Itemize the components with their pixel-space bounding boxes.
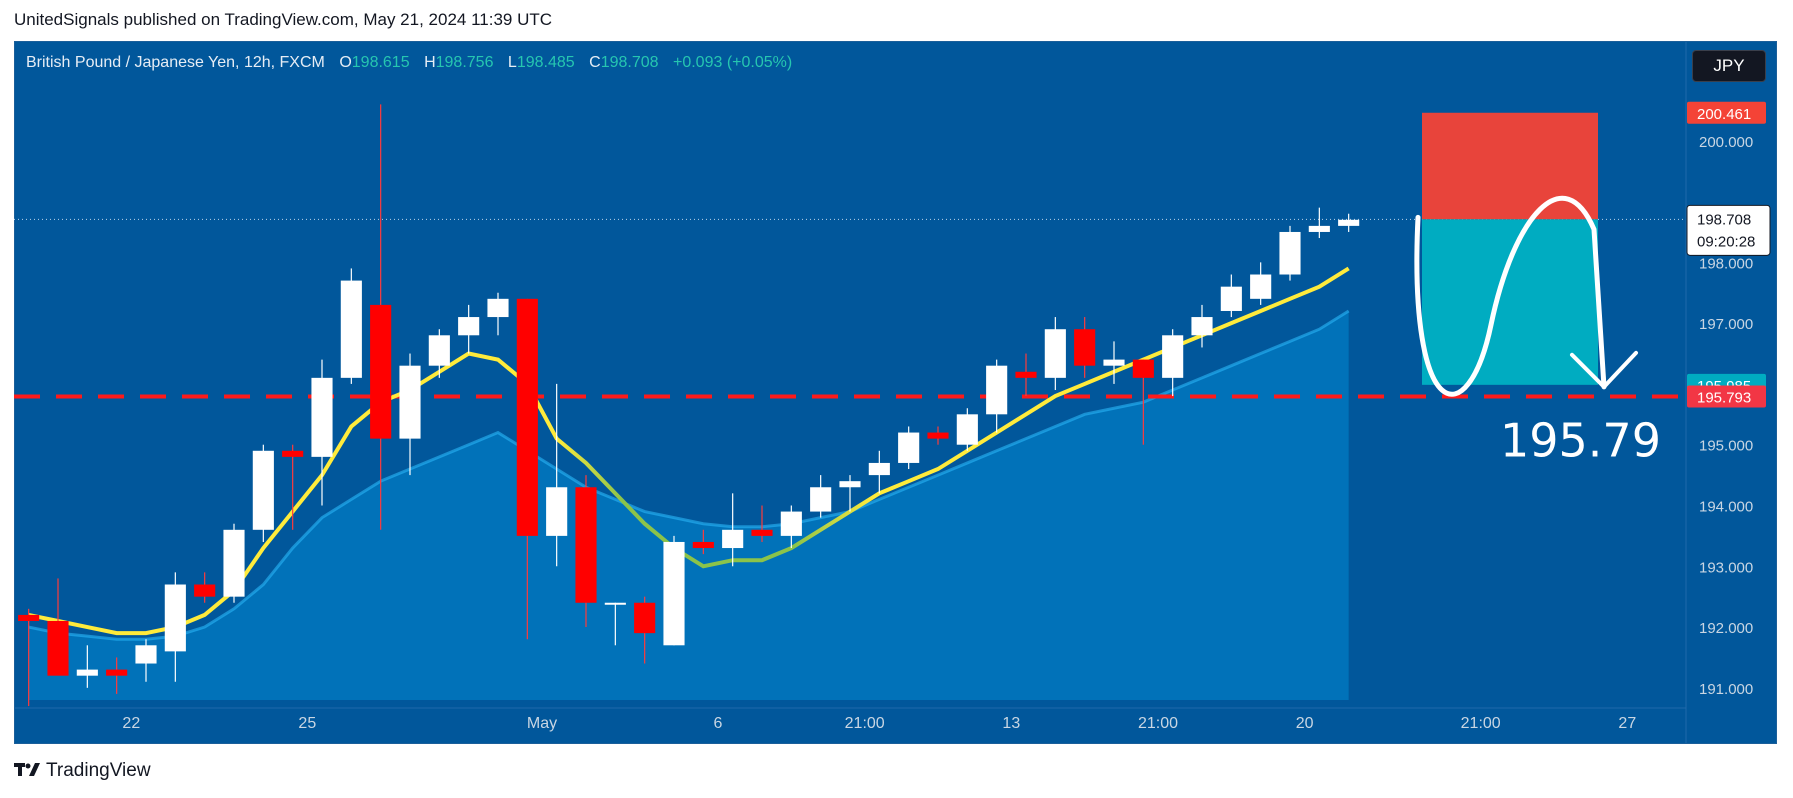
bar-countdown-label: 09:20:28 [1697,233,1755,250]
footer-brand[interactable]: TradingView [14,760,151,782]
currency-button[interactable]: JPY [1692,50,1766,82]
y-tick-label: 194.000 [1699,498,1753,515]
ema-slow-line [28,309,1350,641]
candle-down [751,529,773,536]
tradingview-logo-icon [14,761,40,782]
candle-down [634,602,656,634]
candle-down [194,584,216,597]
close-value: 198.708 [600,54,659,71]
close-label: C [589,54,601,71]
ema-slow-area [28,310,1349,700]
candle-up [956,414,978,445]
candle-up [546,487,568,536]
candle-up [1191,317,1213,336]
candle-up [1338,219,1360,226]
symbol-name[interactable]: British Pound / Japanese Yen, 12h, FXCM [26,54,325,71]
candle-down [516,298,538,536]
x-tick-label: 20 [1296,715,1314,732]
candle-down [1015,371,1037,378]
candle-up [722,529,744,549]
candle-down [575,487,597,603]
candle-up [164,584,186,652]
low-value: 198.485 [516,54,575,71]
candle-down [692,541,714,549]
candle-up [399,365,421,439]
candle-down [47,620,69,676]
y-tick-label: 197.000 [1699,316,1753,333]
candle-up [868,462,890,476]
candle-up [135,645,157,664]
candle-down [282,450,304,457]
forecast-arrow-icon [1570,350,1638,389]
price-axis-badge [1687,385,1766,408]
change-value: +0.093 (+0.05%) [672,54,793,71]
x-tick-label: 21:00 [845,715,885,732]
candle-up [76,669,98,676]
y-tick-label: 200.000 [1699,134,1753,151]
last-price-label: 198.708 [1697,211,1751,228]
ema-fast-line [28,266,1350,636]
candle-up [1250,274,1272,299]
candle-up [986,365,1008,415]
publisher-line: UnitedSignals published on TradingView.c… [14,10,553,29]
candle-down [1132,359,1154,378]
candle-up [428,335,450,366]
take-profit-zone [1422,219,1598,385]
candle-up [340,280,362,378]
high-value: 198.756 [435,54,494,71]
candle-down [18,614,40,621]
candle-up [663,541,685,646]
candle-up [604,602,626,605]
x-tick-label: 6 [714,715,723,732]
stop-loss-zone [1422,112,1598,220]
last-price-badge [1686,204,1771,256]
x-tick-label: 13 [1002,715,1020,732]
candle-up [487,298,509,318]
x-tick-label: 21:00 [1461,715,1501,732]
candle-down [927,432,949,439]
candle-down [1074,329,1096,366]
candle-down [370,304,392,439]
candle-up [898,432,920,463]
x-tick-label: 21:00 [1138,715,1178,732]
x-tick-label: 25 [298,715,316,732]
target-annotation: 195.79 [1500,414,1661,468]
brand-name: TradingView [46,760,151,781]
candle-up [1103,359,1125,366]
x-tick-label: 27 [1618,715,1636,732]
candle-up [1308,225,1330,232]
forecast-curve [1414,195,1607,397]
x-tick-label: May [527,715,557,732]
candle-up [223,529,245,597]
symbol-legend: British Pound / Japanese Yen, 12h, FXCM … [26,54,792,72]
candle-up [1220,286,1242,311]
open-label: O [339,54,352,71]
price-axis-badge-label: 200.461 [1697,106,1751,123]
price-axis-badge [1687,101,1766,124]
candle-up [1044,329,1066,378]
candle-up [311,377,333,457]
open-value: 198.615 [351,54,410,71]
candle-up [780,511,802,536]
price-axis-badge-label: 195.793 [1697,390,1751,407]
y-tick-label: 198.000 [1699,255,1753,272]
high-label: H [424,54,436,71]
candle-up [810,487,832,512]
candle-up [839,481,861,488]
y-tick-label: 193.000 [1699,559,1753,576]
candle-up [252,450,274,530]
candle-up [458,317,480,336]
candle-down [106,669,128,676]
y-tick-label: 192.000 [1699,620,1753,637]
y-tick-label: 191.000 [1699,681,1753,698]
low-label: L [507,54,517,71]
candle-up [1162,335,1184,378]
y-tick-label: 195.000 [1699,438,1753,455]
candle-up [1279,231,1301,275]
x-tick-label: 22 [122,715,140,732]
